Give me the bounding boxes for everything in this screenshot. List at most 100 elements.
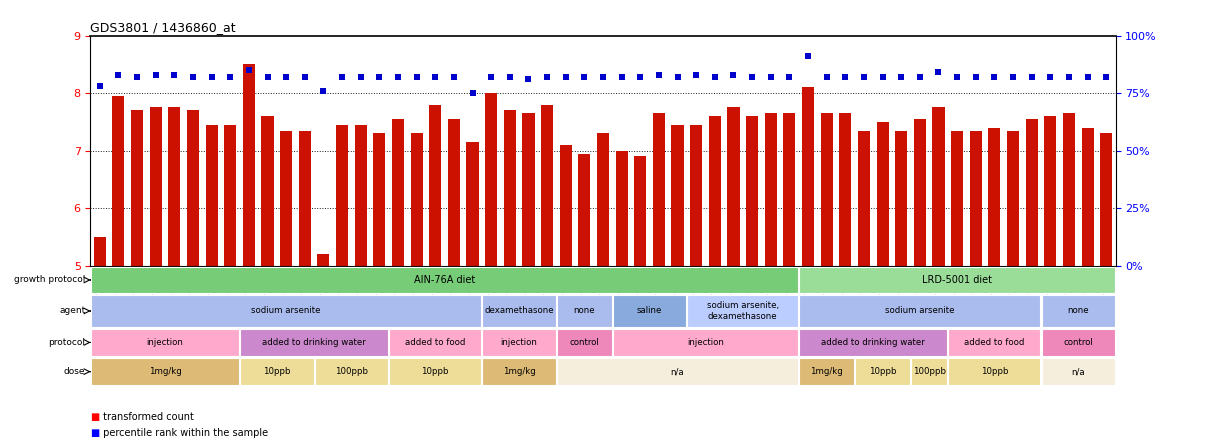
Bar — [390, 329, 481, 356]
Point — [146, 71, 165, 78]
Point — [891, 73, 911, 80]
Bar — [1100, 133, 1112, 266]
Point — [351, 73, 370, 80]
Bar — [522, 113, 534, 266]
Bar — [90, 267, 798, 293]
Point — [406, 73, 426, 80]
Point — [221, 73, 240, 80]
Point — [90, 83, 110, 90]
Bar — [447, 119, 459, 266]
Text: control: control — [1064, 338, 1093, 347]
Point — [183, 73, 203, 80]
Bar — [557, 358, 798, 385]
Point — [538, 73, 557, 80]
Point — [611, 73, 631, 80]
Text: dose: dose — [64, 367, 86, 376]
Bar — [970, 131, 982, 266]
Point — [929, 69, 948, 76]
Bar — [634, 156, 646, 266]
Point — [295, 73, 315, 80]
Point — [911, 73, 930, 80]
Point — [593, 73, 613, 80]
Bar — [541, 105, 554, 266]
Point — [128, 73, 147, 80]
Text: 1mg/kg: 1mg/kg — [503, 367, 535, 376]
Bar — [392, 119, 404, 266]
Point — [1059, 73, 1078, 80]
Bar — [747, 116, 759, 266]
Bar — [242, 64, 254, 266]
Bar — [504, 111, 516, 266]
Text: growth protocol: growth protocol — [14, 275, 86, 285]
Bar — [355, 125, 367, 266]
Bar — [652, 113, 665, 266]
Text: 1mg/kg: 1mg/kg — [810, 367, 843, 376]
Bar — [895, 131, 907, 266]
Bar — [280, 131, 292, 266]
Bar — [690, 125, 702, 266]
Bar — [687, 295, 798, 327]
Text: none: none — [574, 306, 596, 316]
Bar — [911, 358, 947, 385]
Bar — [240, 329, 388, 356]
Bar — [857, 131, 870, 266]
Point — [109, 71, 128, 78]
Bar — [485, 93, 497, 266]
Text: transformed count: transformed count — [100, 412, 194, 422]
Bar — [90, 295, 481, 327]
Text: injection: injection — [687, 338, 724, 347]
Point — [780, 73, 800, 80]
Text: added to drinking water: added to drinking water — [262, 338, 365, 347]
Bar — [855, 358, 911, 385]
Bar — [557, 295, 611, 327]
Bar — [467, 142, 479, 266]
Bar — [262, 116, 274, 266]
Bar — [131, 111, 144, 266]
Text: dexamethasone: dexamethasone — [485, 306, 554, 316]
Bar — [613, 295, 686, 327]
Point — [519, 76, 538, 83]
Point — [816, 73, 836, 80]
Bar — [989, 127, 1001, 266]
Bar — [1042, 358, 1116, 385]
Bar — [150, 107, 162, 266]
Point — [948, 73, 967, 80]
Bar — [839, 113, 851, 266]
Bar — [877, 122, 889, 266]
Bar — [932, 107, 944, 266]
Point — [276, 73, 295, 80]
Point — [333, 73, 352, 80]
Text: 10ppb: 10ppb — [980, 367, 1008, 376]
Point — [631, 73, 650, 80]
Bar — [90, 329, 239, 356]
Point — [575, 73, 595, 80]
Bar — [205, 125, 217, 266]
Bar — [802, 87, 814, 266]
Point — [985, 73, 1005, 80]
Text: none: none — [1067, 306, 1089, 316]
Bar — [90, 358, 239, 385]
Bar — [800, 267, 1116, 293]
Bar — [224, 125, 236, 266]
Point — [201, 73, 221, 80]
Text: injection: injection — [500, 338, 538, 347]
Point — [854, 73, 873, 80]
Text: sodium arsenite,
dexamethasone: sodium arsenite, dexamethasone — [707, 301, 779, 321]
Bar — [557, 329, 611, 356]
Text: protocol: protocol — [48, 338, 86, 347]
Point — [649, 71, 668, 78]
Bar — [800, 295, 1041, 327]
Point — [798, 53, 818, 60]
Point — [724, 71, 743, 78]
Bar — [952, 131, 964, 266]
Point — [873, 73, 892, 80]
Bar — [597, 133, 609, 266]
Text: ■: ■ — [90, 428, 100, 438]
Bar — [299, 131, 311, 266]
Text: injection: injection — [147, 338, 183, 347]
Point — [556, 73, 575, 80]
Point — [370, 73, 390, 80]
Point — [388, 73, 408, 80]
Bar — [765, 113, 777, 266]
Bar — [169, 107, 181, 266]
